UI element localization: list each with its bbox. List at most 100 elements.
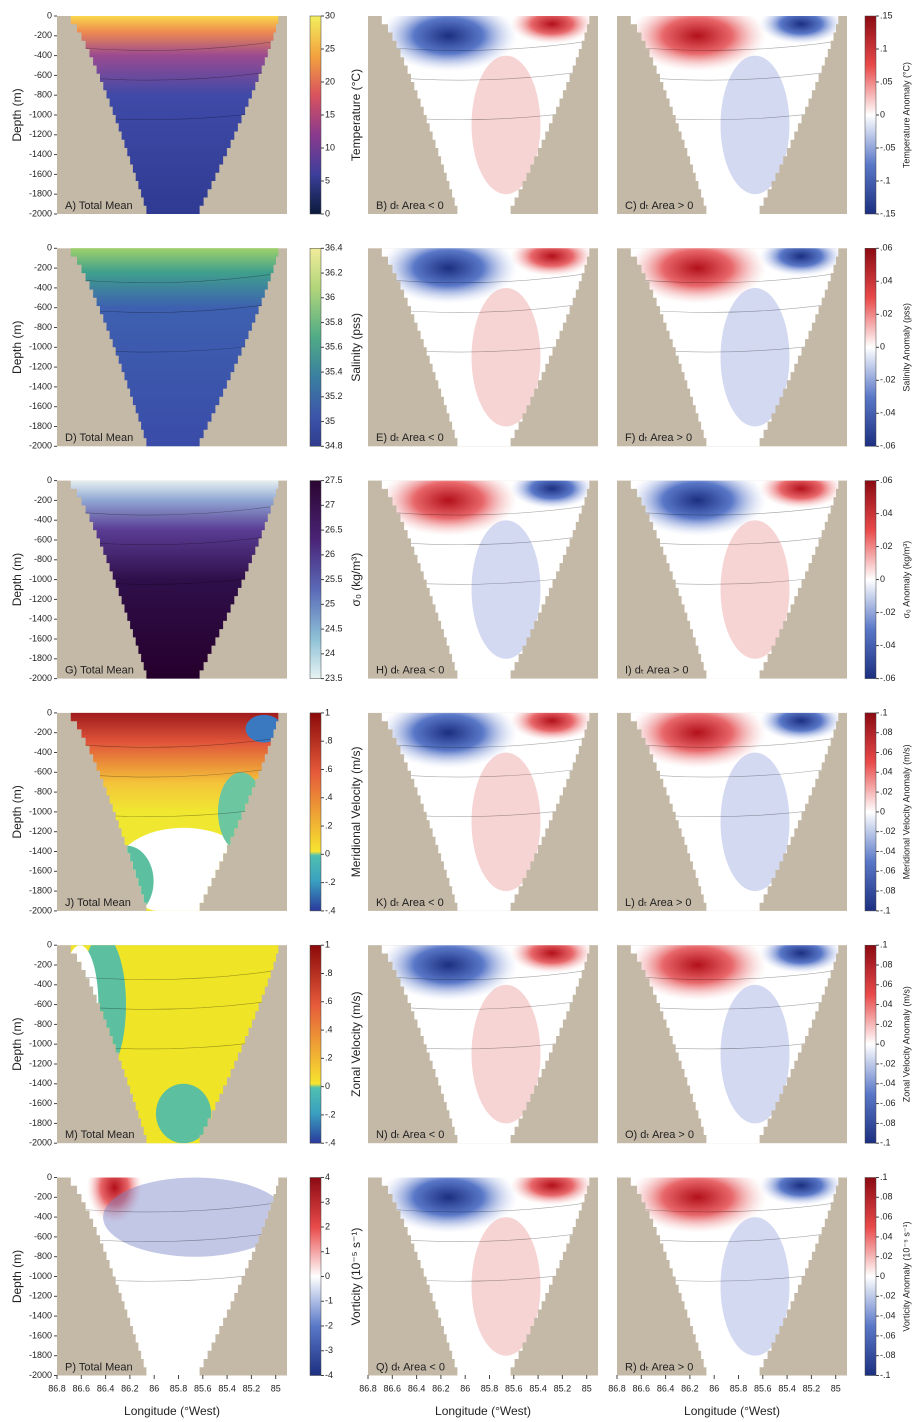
panel-label: Q) dₜ Area < 0	[376, 1361, 445, 1373]
colorbar-label: Zonal Velocity (m/s)	[349, 992, 363, 1097]
depth-tick-label: 0	[47, 243, 52, 253]
field-patch	[471, 984, 541, 1124]
colorbar-tick-label: -.06	[880, 1098, 896, 1108]
depth-tick-label: -1000	[29, 1039, 52, 1049]
field-patch	[510, 248, 592, 277]
ocean-section	[70, 248, 281, 447]
depth-tick-label: -600	[34, 1231, 52, 1241]
colorbar-tick-label: 1	[325, 1246, 330, 1256]
colorbar-tick-label: 24.5	[325, 623, 343, 633]
colorbar-tick-label: -.2	[325, 1109, 336, 1119]
depth-tick-label: -600	[34, 70, 52, 80]
colorbar-tick-label: 4	[325, 1172, 330, 1182]
contour-line	[70, 736, 281, 748]
colorbar-tick-label: .04	[880, 276, 893, 286]
colorbar-tick-label: .08	[880, 959, 893, 969]
colorbar-tick-label: 34.8	[325, 441, 343, 451]
field-patch	[381, 712, 518, 769]
colorbar	[309, 1177, 322, 1376]
field-patch	[86, 1177, 143, 1224]
contour-line	[630, 1200, 841, 1213]
colorbar-tick-label: 36.4	[325, 243, 343, 253]
colorbar-tick-label: .08	[880, 727, 893, 737]
colorbar-tick-label: 35.6	[325, 342, 343, 352]
colorbar-tick-label: -.04	[880, 1310, 896, 1320]
panel-label: G) Total Mean	[65, 665, 134, 677]
depth-tick-label: -1000	[29, 1271, 52, 1281]
panel-label: K) dₜ Area < 0	[376, 897, 444, 909]
colorbar-tick-label: -.1	[880, 175, 891, 185]
contour-line	[630, 968, 841, 980]
field-patch	[381, 480, 518, 537]
colorbar-tick-label: -.15	[880, 208, 896, 218]
longitude-tick-label: 85.4	[529, 1383, 547, 1393]
depth-tick-label: -400	[34, 282, 52, 292]
colorbar-tick-label: .1	[880, 707, 888, 717]
depth-tick-label: -1400	[29, 1078, 52, 1088]
depth-tick-label: -200	[34, 262, 52, 272]
colorbar-tick-label: .4	[325, 1024, 333, 1034]
field-patch	[630, 945, 767, 1001]
colorbar-tick-label: .02	[880, 541, 893, 551]
panel-label: J) Total Mean	[65, 897, 131, 909]
longitude-tick-label: 85.6	[194, 1383, 212, 1393]
depth-tick-label: -400	[34, 50, 52, 60]
depth-tick-label: -400	[34, 979, 52, 989]
longitude-tick-label: 86	[460, 1383, 470, 1393]
depth-tick-label: -1200	[29, 1291, 52, 1301]
colorbar-tick-label: 36	[325, 292, 335, 302]
contour-line	[630, 39, 841, 51]
colorbar-label: Meridional Velocity (m/s)	[349, 747, 363, 878]
colorbar-tick-label: -.04	[880, 640, 896, 650]
colorbar	[309, 712, 322, 912]
depth-tick-label: 0	[47, 10, 52, 20]
depth-tick-label: -1400	[29, 614, 52, 624]
panel-label: C) dₜ Area > 0	[625, 200, 693, 212]
colorbar-tick-label: -4	[325, 1370, 333, 1380]
colorbar	[309, 944, 322, 1144]
colorbar-tick-label: 25	[325, 599, 335, 609]
colorbar-tick-label: -.06	[880, 1330, 896, 1340]
colorbar-label: Salinity Anomaly (pss)	[901, 303, 911, 392]
depth-tick-label: -1400	[29, 149, 52, 159]
colorbar-tick-label: .6	[325, 764, 333, 774]
depth-tick-label: -2000	[29, 1370, 52, 1380]
contour-line	[630, 736, 841, 748]
colorbar-tick-label: 2	[325, 1221, 330, 1231]
colorbar-tick-label: 35.2	[325, 391, 343, 401]
colorbar-tick-label: .04	[880, 508, 893, 518]
depth-tick-label: -800	[34, 554, 52, 564]
depth-tick-label: -800	[34, 90, 52, 100]
depth-tick-label: -1400	[29, 846, 52, 856]
ocean-section	[70, 1177, 281, 1376]
colorbar-tick-label: .8	[325, 968, 333, 978]
colorbar-tick-label: .02	[880, 309, 893, 319]
colorbar-tick-label: 26.5	[325, 524, 343, 534]
panel-label: H) dₜ Area < 0	[376, 665, 444, 677]
longitude-tick-label: 85.8	[481, 1383, 499, 1393]
contour-line	[630, 504, 841, 516]
depth-tick-label: -1000	[29, 806, 52, 816]
longitude-tick-label: 85.6	[505, 1383, 523, 1393]
depth-tick-label: 0	[47, 475, 52, 485]
colorbar-tick-label: 0	[880, 1271, 885, 1281]
colorbar-tick-label: .06	[880, 1211, 893, 1221]
contour-line	[381, 1200, 592, 1213]
colorbar-tick-label: 25.5	[325, 574, 343, 584]
depth-tick-label: -1000	[29, 574, 52, 584]
colorbar-tick-label: 10	[325, 142, 335, 152]
colorbar-tick-label: .8	[325, 736, 333, 746]
anomaly-field	[630, 712, 841, 892]
field-patch	[381, 945, 518, 1001]
depth-tick-label: -1600	[29, 633, 52, 643]
field-patch	[720, 752, 790, 892]
contour-line	[70, 968, 281, 980]
field-patch	[630, 480, 767, 537]
colorbar-tick-label: .06	[880, 243, 893, 253]
colorbar-label: Vorticity (10⁻⁵ s⁻¹)	[349, 1228, 363, 1326]
field-patch	[630, 712, 767, 769]
contour-line	[70, 271, 281, 284]
field-patch	[759, 712, 841, 741]
colorbar-tick-label: -.02	[880, 607, 896, 617]
